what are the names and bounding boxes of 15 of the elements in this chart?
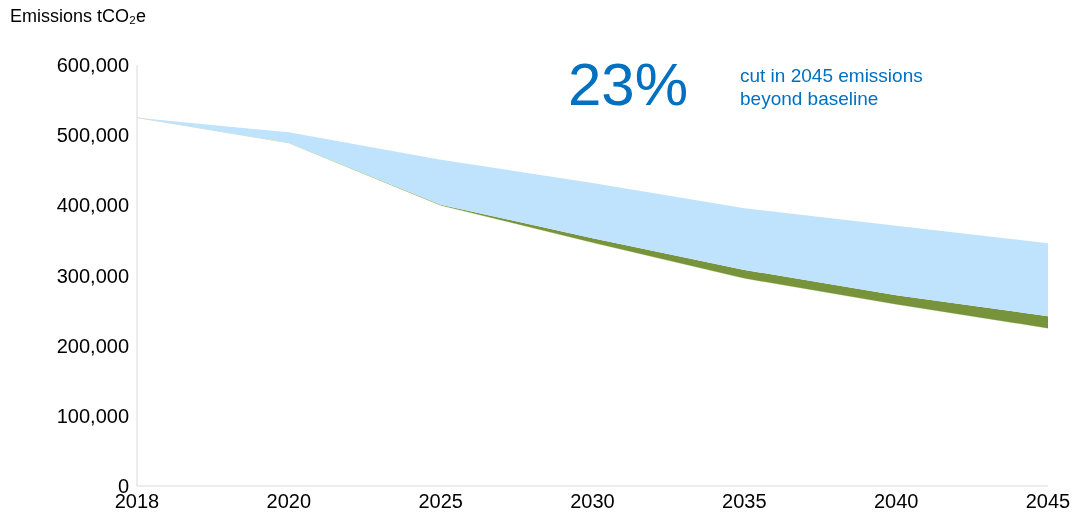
y-tick-label: 500,000 <box>56 124 129 147</box>
x-tick-label: 2025 <box>418 490 463 513</box>
y-axis-title: Emissions tCO₂e <box>10 6 147 27</box>
annotation: 23% <box>568 51 689 118</box>
annotation: cut in 2045 emissions beyond baseline <box>740 65 924 111</box>
y-tick-label: 400,000 <box>56 194 129 217</box>
x-tick-label: 2045 <box>1025 490 1071 513</box>
y-tick-label: 200,000 <box>56 334 129 357</box>
x-tick-label: 2040 <box>873 490 919 513</box>
x-tick-label: 2020 <box>266 490 312 513</box>
x-tick-label: 2035 <box>722 490 767 513</box>
y-tick-label: 600,000 <box>56 54 129 76</box>
y-tick-label: 300,000 <box>56 264 129 287</box>
x-tick-label: 2030 <box>570 490 615 513</box>
y-tick-label: 100,000 <box>56 404 129 427</box>
